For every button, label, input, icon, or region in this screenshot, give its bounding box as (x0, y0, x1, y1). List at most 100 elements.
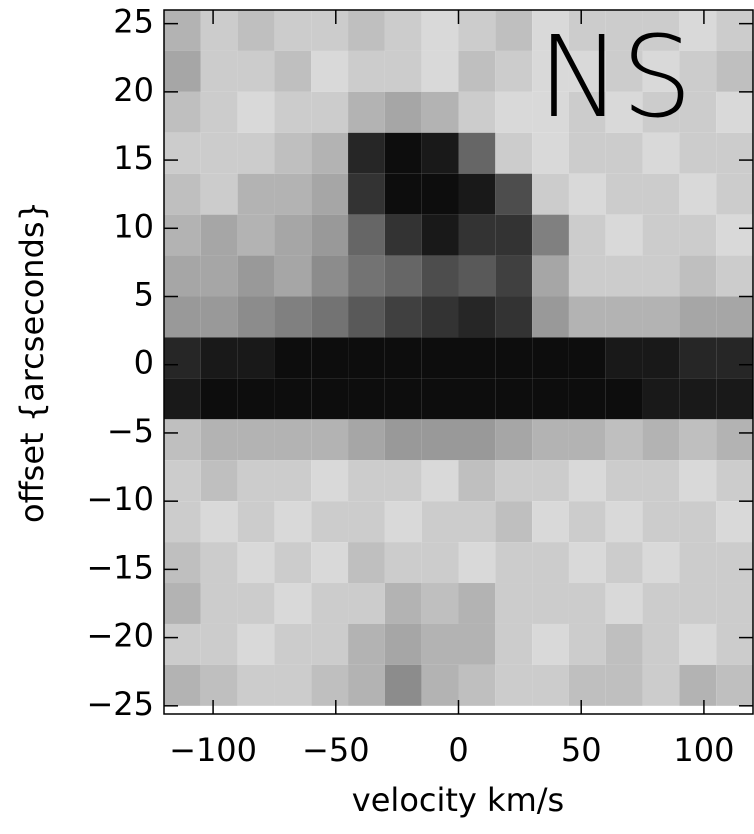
cell (605, 623, 643, 665)
cell (495, 91, 533, 133)
cell (532, 623, 569, 665)
cell (679, 542, 717, 584)
cell (532, 132, 569, 174)
cell (495, 542, 533, 584)
cell (642, 10, 680, 51)
cell (348, 255, 385, 297)
cell (642, 337, 680, 379)
cell (384, 419, 422, 461)
cell (642, 132, 680, 174)
cell (274, 255, 312, 297)
cell (237, 132, 275, 174)
cell (164, 337, 201, 379)
cell (605, 419, 643, 461)
cell (311, 542, 349, 584)
cell (495, 664, 533, 706)
cell (458, 378, 496, 420)
cell (421, 542, 459, 584)
cell (164, 583, 201, 624)
cell (568, 664, 606, 706)
cell (568, 337, 606, 379)
cell (642, 255, 680, 297)
cell (716, 132, 753, 174)
cell (495, 255, 533, 297)
cell (237, 337, 275, 379)
cell (495, 583, 533, 624)
cell (605, 173, 643, 215)
cell (348, 623, 385, 665)
cell (605, 296, 643, 338)
y-tick-label: 0 (134, 344, 154, 382)
cell (642, 91, 680, 133)
cell (348, 419, 385, 461)
cell (237, 419, 275, 461)
cell (605, 664, 643, 706)
cell (164, 296, 201, 338)
cell (716, 255, 753, 297)
cell (679, 460, 717, 502)
cell (532, 664, 569, 706)
cell (348, 173, 385, 215)
cell (164, 91, 201, 133)
cell (532, 173, 569, 215)
cell (384, 378, 422, 420)
cell (384, 296, 422, 338)
cell (311, 419, 349, 461)
cell (568, 460, 606, 502)
cell (311, 10, 349, 51)
cell (311, 460, 349, 502)
cell (200, 10, 238, 51)
cell (605, 255, 643, 297)
cell (348, 460, 385, 502)
cell (642, 378, 680, 420)
cell (679, 91, 717, 133)
cell (532, 255, 569, 297)
cell (384, 50, 422, 92)
cell (642, 460, 680, 502)
cell (164, 10, 201, 51)
cell (605, 214, 643, 256)
x-tick-label: −100 (169, 731, 257, 769)
cell (716, 460, 753, 502)
cell (237, 542, 275, 584)
y-tick-label: −15 (86, 548, 154, 586)
cell (200, 255, 238, 297)
cell (311, 214, 349, 256)
cell (384, 173, 422, 215)
cell (311, 132, 349, 174)
cell (605, 91, 643, 133)
cell (237, 173, 275, 215)
cell (679, 255, 717, 297)
cell (532, 50, 569, 92)
cell (568, 10, 606, 51)
cell (716, 10, 753, 51)
cell (421, 501, 459, 543)
cell (311, 583, 349, 624)
cell (679, 50, 717, 92)
cell (421, 50, 459, 92)
cell (311, 255, 349, 297)
cell (237, 10, 275, 51)
cell (605, 460, 643, 502)
cell (458, 583, 496, 624)
cell (605, 378, 643, 420)
cell (164, 50, 201, 92)
cell (458, 255, 496, 297)
cell (716, 337, 753, 379)
cell (421, 255, 459, 297)
cell (642, 214, 680, 256)
cell (642, 173, 680, 215)
cell (274, 623, 312, 665)
cell (164, 542, 201, 584)
cell (384, 664, 422, 706)
cell (568, 542, 606, 584)
cell (237, 214, 275, 256)
cell (568, 501, 606, 543)
x-tick-label: −50 (302, 731, 370, 769)
cell (568, 132, 606, 174)
cell (568, 623, 606, 665)
cell (458, 132, 496, 174)
cell (384, 337, 422, 379)
cell (274, 501, 312, 543)
